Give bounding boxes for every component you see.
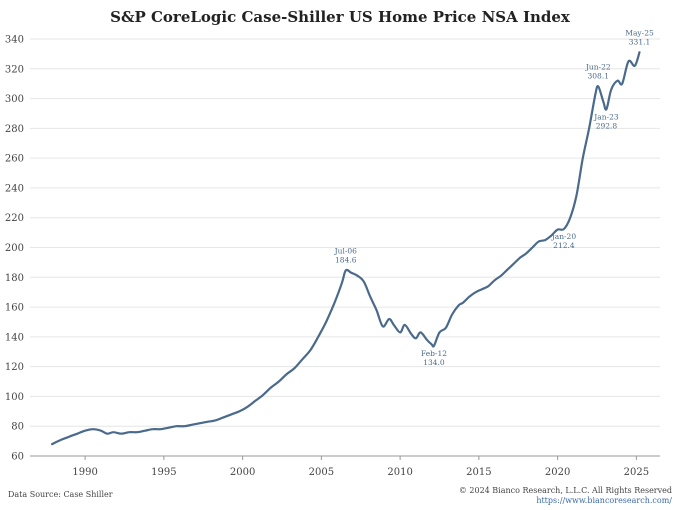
chart-title: S&P CoreLogic Case-Shiller US Home Price… xyxy=(110,8,570,26)
gridlines xyxy=(30,38,660,457)
series-line xyxy=(51,51,641,446)
annotation-value: 331.1 xyxy=(629,37,650,46)
y-axis-ticks: 60 80 100 120 140 160 180 200 220 240 260 280 300 320… xyxy=(5,35,24,463)
annotation-date: Feb-12 xyxy=(421,349,447,358)
annotation-value: 184.6 xyxy=(335,255,357,264)
x-tick-label: 2025 xyxy=(624,467,649,478)
y-tick-label: 300 xyxy=(5,94,24,105)
copyright-note: © 2024 Bianco Research, L.L.C. All Right… xyxy=(458,486,672,495)
x-tick-label: 2010 xyxy=(387,467,412,478)
x-tick-label: 2020 xyxy=(545,467,570,478)
annotation-date: Jan-20 xyxy=(551,232,577,241)
y-tick-label: 180 xyxy=(5,273,24,284)
annotation-date: Jan-23 xyxy=(593,112,619,121)
annotation-value: 134.0 xyxy=(423,358,445,367)
x-axis-ticks: 1990 1995 2000 2005 2010 2015 2020 2025 xyxy=(72,456,649,478)
data-source-note: Data Source: Case Shiller xyxy=(8,490,113,499)
annotation-value: 292.8 xyxy=(596,121,618,130)
annotation-date: Jul-06 xyxy=(334,246,358,255)
x-tick-label: 1995 xyxy=(151,467,176,478)
annotation-date: Jun-22 xyxy=(585,63,611,72)
y-tick-label: 220 xyxy=(5,213,24,224)
y-tick-label: 260 xyxy=(5,154,24,165)
annotation-date: May-25 xyxy=(625,28,654,37)
y-tick-label: 340 xyxy=(5,35,24,46)
x-tick-label: 1990 xyxy=(72,467,97,478)
website-link[interactable]: https://www.biancoresearch.com/ xyxy=(536,496,672,505)
y-tick-label: 320 xyxy=(5,64,24,75)
annotation-value: 212.4 xyxy=(553,241,575,250)
x-tick-label: 2015 xyxy=(466,467,491,478)
y-tick-label: 80 xyxy=(11,422,24,433)
y-tick-label: 240 xyxy=(5,183,24,194)
y-tick-label: 280 xyxy=(5,124,24,135)
y-tick-label: 160 xyxy=(5,303,24,314)
y-tick-label: 200 xyxy=(5,243,24,254)
x-tick-label: 2005 xyxy=(309,467,334,478)
annotation-value: 308.1 xyxy=(588,72,609,81)
x-tick-label: 2000 xyxy=(230,467,255,478)
y-tick-label: 60 xyxy=(11,452,24,463)
annotations: Jul-06184.6Feb-12134.0Jan-20212.4Jun-223… xyxy=(334,28,654,367)
y-tick-label: 140 xyxy=(5,332,24,343)
y-tick-label: 120 xyxy=(5,362,24,373)
y-tick-label: 100 xyxy=(5,392,24,403)
